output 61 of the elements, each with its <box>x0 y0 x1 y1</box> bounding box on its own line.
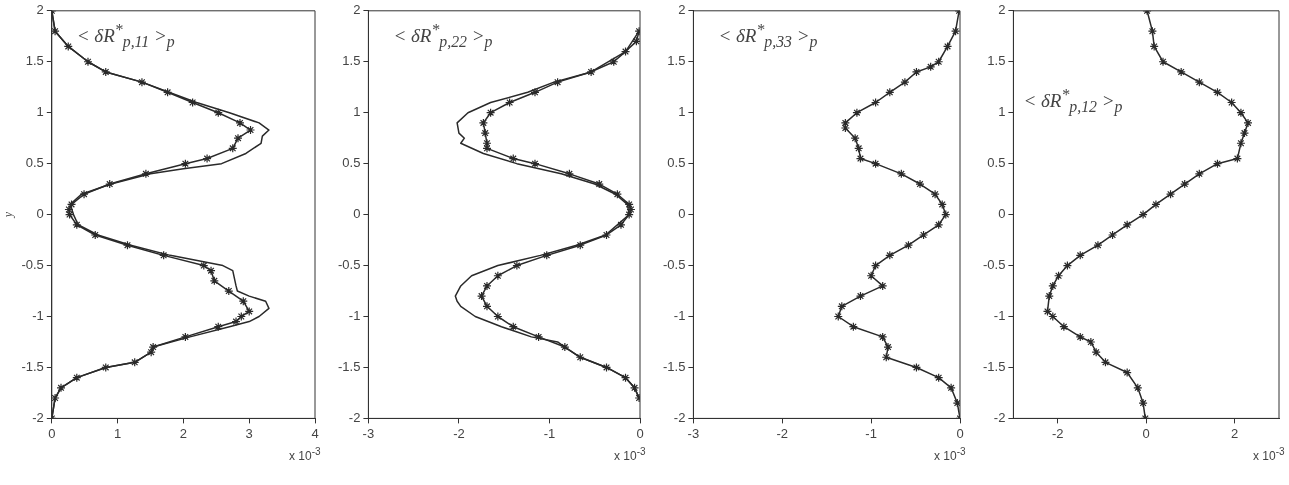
y-tick-label: -2 <box>673 409 686 425</box>
x-tick-label: 3 <box>245 425 253 441</box>
text: x 10$^{-3}$ <box>1253 446 1285 464</box>
y-tick-label: 1 <box>998 104 1006 120</box>
y-tick-label: 1.5 <box>667 53 686 69</box>
text: x 10$^{-3}$ <box>614 446 646 464</box>
y-tick-label: 1 <box>36 104 44 120</box>
y-tick-label: 0.5 <box>25 155 44 171</box>
y-tick-label: -0.5 <box>982 257 1006 273</box>
y-tick-label: 0.5 <box>342 155 361 171</box>
annotation: < δR$^{*}$$_{p,33}$ >$_{p}$ <box>718 20 818 51</box>
x-tick-label: -2 <box>453 425 465 441</box>
x-tick-label: -3 <box>687 425 700 441</box>
y-tick-label: 0 <box>353 206 361 222</box>
y-tick-label: -0.5 <box>337 257 361 273</box>
y-tick-label: 0.5 <box>987 155 1006 171</box>
x-tick-label: -1 <box>865 425 877 441</box>
y-tick-label: 2 <box>998 2 1006 18</box>
y-tick-label: -1 <box>348 308 361 324</box>
y-tick-label: 0.5 <box>667 155 686 171</box>
y-tick-label: -1.5 <box>982 359 1006 375</box>
x-tick-label: 2 <box>1231 425 1239 441</box>
text: x 10$^{-3}$ <box>289 446 321 464</box>
y-tick-label: -1 <box>993 308 1006 324</box>
y-tick-label: 0 <box>36 206 44 222</box>
y-tick-label: 0 <box>678 206 686 222</box>
x-tick-label: -2 <box>776 425 789 441</box>
y-tick-label: -1 <box>32 308 44 324</box>
annotation: < δR$^{*}$$_{p,12}$ >$_{p}$ <box>1023 85 1123 116</box>
y-tick-label: 2 <box>353 2 361 18</box>
y-tick-label: 1 <box>678 104 686 120</box>
y-tick-label: -0.5 <box>662 257 686 273</box>
y-tick-label: 0 <box>998 206 1006 222</box>
y-tick-label: -2 <box>348 409 361 425</box>
x-tick-label: 0 <box>956 425 964 441</box>
y-tick-label: 1.5 <box>25 53 44 69</box>
y-tick-label: 2 <box>36 2 44 18</box>
y-tick-label: -2 <box>32 409 44 425</box>
annotation: < δR$^{*}$$_{p,22}$ >$_{p}$ <box>393 20 493 51</box>
x-tick-label: 4 <box>311 425 319 441</box>
y-axis-title: y <box>1 211 16 219</box>
y-tick-label: -1.5 <box>337 359 361 375</box>
y-tick-label: -1.5 <box>662 359 686 375</box>
y-tick-label: 2 <box>678 2 686 18</box>
y-tick-label: -2 <box>993 409 1006 425</box>
text: x 10$^{-3}$ <box>934 446 966 464</box>
x-tick-label: 0 <box>1142 425 1150 441</box>
y-tick-label: -1.5 <box>21 359 44 375</box>
x-tick-label: 2 <box>179 425 188 441</box>
x-tick-label: -3 <box>362 425 375 441</box>
y-tick-label: 1.5 <box>342 53 361 69</box>
x-tick-label: 1 <box>113 425 122 441</box>
x-tick-label: -2 <box>1051 425 1064 441</box>
x-tick-label: 0 <box>48 425 56 441</box>
y-tick-label: 1.5 <box>987 53 1006 69</box>
annotation: < δR$^{*}$$_{p,11}$ >$_{p}$ <box>76 20 175 51</box>
x-tick-label: 0 <box>636 425 644 441</box>
y-tick-label: -0.5 <box>21 257 44 273</box>
y-tick-label: -1 <box>673 308 686 324</box>
x-tick-label: -1 <box>543 425 556 441</box>
y-tick-label: 1 <box>353 104 361 120</box>
